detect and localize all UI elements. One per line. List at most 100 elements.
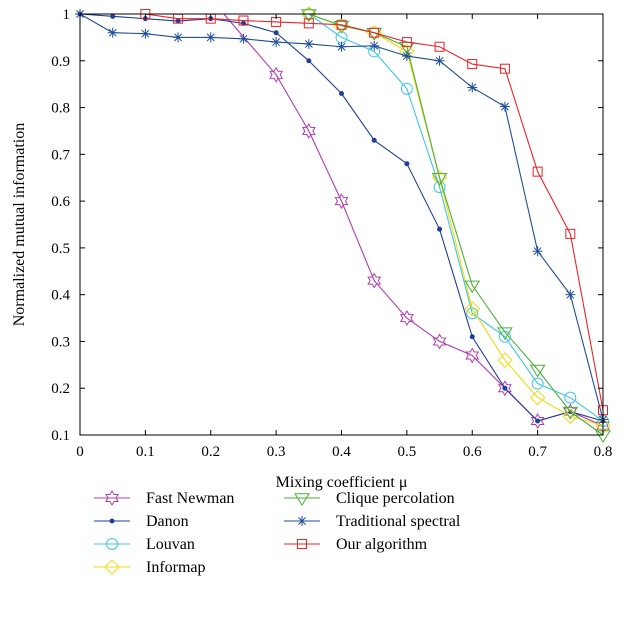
- legend-clique-percolation-marker: [294, 493, 310, 506]
- danon-marker: [175, 18, 181, 24]
- y-tick-label: 0.9: [51, 54, 70, 70]
- clique-percolation-marker: [562, 406, 579, 420]
- y-tick-label: 0.3: [51, 334, 70, 350]
- legend-item-danon: Danon: [94, 513, 189, 530]
- traditional-spectral-marker: [369, 40, 380, 51]
- y-tick-label: 0.1: [51, 428, 70, 444]
- danon-marker: [437, 226, 443, 232]
- our-algorithm-marker: [369, 27, 380, 38]
- legend-label: Louvan: [146, 536, 195, 553]
- traditional-spectral-marker: [173, 32, 184, 43]
- danon-marker: [273, 30, 279, 36]
- danon-marker: [306, 58, 312, 64]
- our-algorithm-marker: [434, 41, 445, 52]
- legend: Fast Newman Danon Louvan Informap Clique per…: [94, 490, 461, 576]
- x-tick-label: 0: [76, 444, 84, 460]
- legend-our-algorithm-marker: [297, 539, 307, 549]
- x-tick-label: 0.5: [398, 444, 417, 460]
- x-tick-label: 0.4: [332, 444, 351, 460]
- y-tick-label: 1: [63, 7, 71, 23]
- louvan-marker: [564, 391, 577, 404]
- series-traditional-spectral: [75, 9, 608, 425]
- traditional-spectral-marker: [238, 33, 249, 44]
- traditional-spectral-marker: [303, 38, 314, 49]
- louvan-line: [308, 13, 604, 422]
- x-tick-label: 0.8: [594, 444, 613, 460]
- legend-label: Informap: [146, 559, 206, 576]
- y-tick-label: 0.6: [51, 194, 70, 210]
- legend-louvan-marker: [106, 538, 118, 550]
- x-axis-label: Mixing coefficient μ: [276, 474, 408, 491]
- axis-ticks: 0 0.1 0.2 0.3 0.4 0.5 0.6 0.7 0.8 0.1 0.2 0.3 0.4 0.5…: [51, 7, 612, 460]
- legend-danon-marker: [109, 518, 115, 524]
- fast-newman-marker: [498, 380, 512, 397]
- y-tick-label: 0.5: [51, 241, 70, 257]
- x-tick-label: 0.7: [528, 444, 547, 460]
- informap-marker: [497, 352, 513, 368]
- traditional-spectral-line: [79, 13, 604, 420]
- louvan-marker: [531, 377, 544, 390]
- louvan-marker: [400, 82, 413, 95]
- series-fast-newman: [223, 13, 610, 434]
- traditional-spectral-marker: [532, 246, 543, 257]
- traditional-spectral-marker: [107, 27, 118, 38]
- legend-label: Fast Newman: [146, 490, 234, 507]
- legend-label: Danon: [146, 513, 189, 530]
- legend-fast-newman-marker: [105, 490, 119, 506]
- y-tick-label: 0.4: [51, 288, 70, 304]
- fast-newman-marker: [465, 347, 480, 364]
- series-our-algorithm: [140, 9, 608, 416]
- y-tick-label: 0.7: [51, 147, 70, 163]
- plot-frame: [79, 13, 604, 436]
- louvan-marker: [433, 181, 446, 194]
- y-tick-label: 0.8: [51, 101, 70, 117]
- fast-newman-marker: [334, 193, 349, 210]
- clique-percolation-marker: [300, 9, 317, 22]
- legend-item-clique-percolation: Clique percolation: [284, 490, 455, 507]
- our-algorithm-line: [145, 13, 604, 411]
- legend-item-traditional-spectral: Traditional spectral: [284, 513, 461, 530]
- informap-marker: [562, 408, 579, 424]
- fast-newman-marker: [399, 310, 414, 327]
- fast-newman-marker: [432, 333, 447, 350]
- danon-marker: [404, 161, 410, 167]
- x-tick-label: 0.3: [267, 444, 286, 460]
- x-tick-label: 0.2: [201, 444, 220, 460]
- y-tick-label: 0.2: [51, 381, 70, 397]
- traditional-spectral-marker: [401, 51, 412, 62]
- series-danon: [77, 11, 606, 424]
- clique-percolation-marker: [333, 20, 350, 34]
- informap-marker: [464, 300, 480, 317]
- our-algorithm-marker: [303, 18, 314, 29]
- legend-traditional-spectral-marker: [297, 516, 307, 526]
- fast-newman-marker: [269, 66, 284, 83]
- traditional-spectral-marker: [434, 55, 445, 66]
- legend-informap-marker: [104, 559, 120, 575]
- legend-item-louvan: Louvan: [94, 536, 195, 553]
- informap-marker: [529, 389, 546, 406]
- fast-newman-marker: [530, 412, 545, 429]
- danon-marker: [339, 91, 344, 97]
- clique-percolation-marker: [529, 364, 546, 378]
- our-algorithm-marker: [401, 37, 412, 48]
- legend-label: Our algorithm: [336, 536, 428, 553]
- x-tick-label: 0.6: [463, 444, 482, 460]
- traditional-spectral-marker: [499, 101, 510, 112]
- clique-percolation-marker: [464, 280, 481, 294]
- legend-item-fast-newman: Fast Newman: [94, 490, 234, 507]
- traditional-spectral-marker: [565, 289, 576, 300]
- traditional-spectral-marker: [336, 41, 347, 52]
- our-algorithm-marker: [336, 19, 347, 30]
- traditional-spectral-marker: [467, 82, 478, 93]
- legend-label: Traditional spectral: [336, 513, 461, 530]
- our-algorithm-marker: [238, 15, 249, 26]
- series-louvan: [302, 8, 609, 427]
- traditional-spectral-marker: [140, 28, 151, 39]
- legend-label: Clique percolation: [336, 490, 455, 507]
- danon-marker: [535, 418, 541, 424]
- fast-newman-marker: [367, 272, 382, 289]
- series-informap: [301, 6, 611, 434]
- y-axis-label: Normalized mutual information: [11, 123, 28, 327]
- traditional-spectral-marker: [205, 32, 216, 43]
- x-tick-label: 0.1: [136, 444, 155, 460]
